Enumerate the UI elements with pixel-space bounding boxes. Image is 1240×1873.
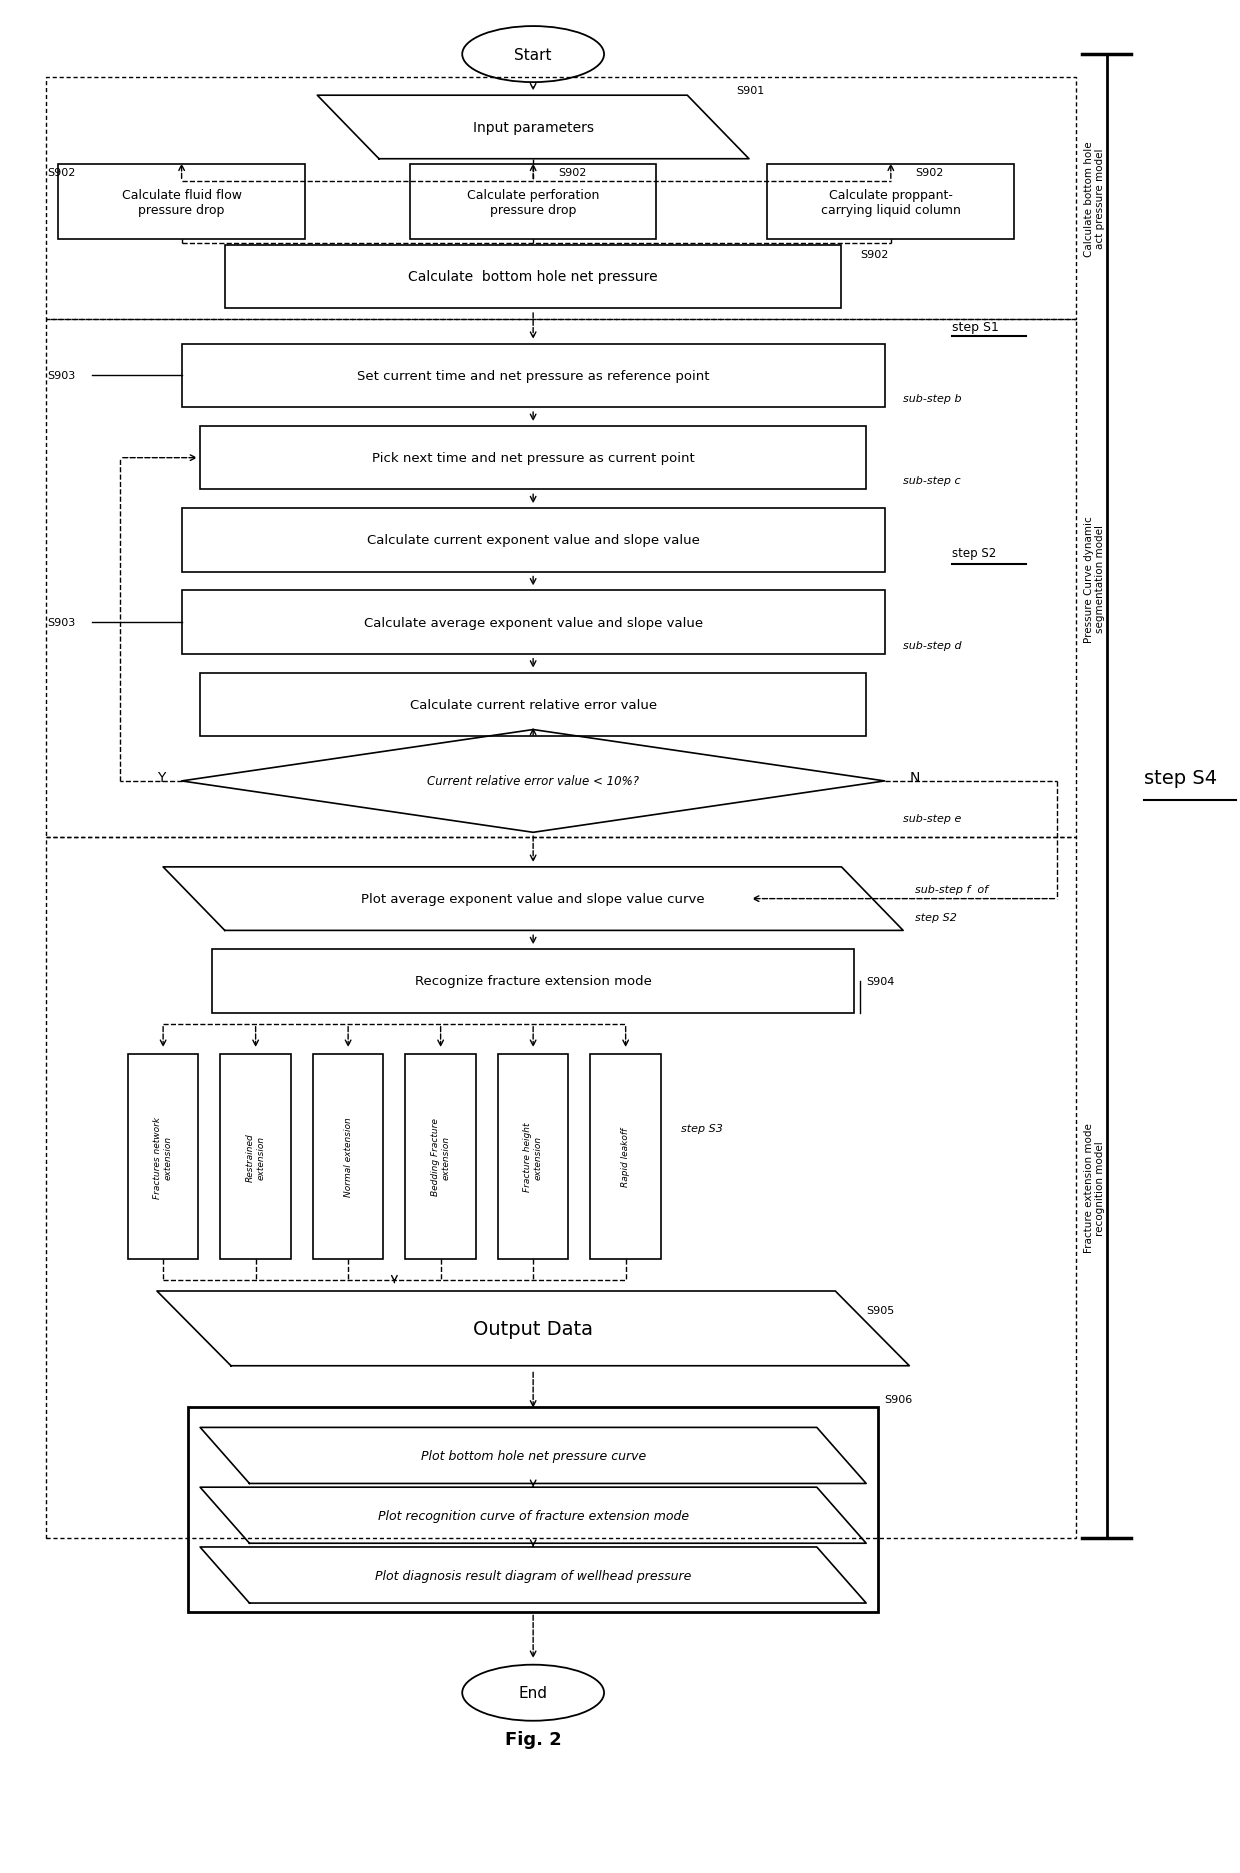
Text: step S4: step S4 bbox=[1143, 768, 1216, 787]
Text: S903: S903 bbox=[47, 618, 76, 627]
Bar bbox=[46, 77, 1076, 320]
Text: step S2: step S2 bbox=[952, 547, 997, 560]
Text: Calculate average exponent value and slope value: Calculate average exponent value and slo… bbox=[363, 616, 703, 629]
Text: S902: S902 bbox=[915, 169, 944, 178]
Bar bbox=[200, 427, 867, 491]
Text: step S1: step S1 bbox=[952, 320, 999, 333]
Text: step S3: step S3 bbox=[681, 1124, 723, 1133]
Text: Fig. 2: Fig. 2 bbox=[505, 1731, 562, 1749]
Bar bbox=[58, 165, 305, 240]
Text: Restrained
extension: Restrained extension bbox=[246, 1133, 265, 1182]
Text: Start: Start bbox=[515, 47, 552, 62]
Text: Output Data: Output Data bbox=[474, 1319, 593, 1337]
Bar bbox=[212, 950, 854, 1013]
Text: Plot bottom hole net pressure curve: Plot bottom hole net pressure curve bbox=[420, 1450, 646, 1463]
Text: S905: S905 bbox=[867, 1305, 894, 1315]
Text: Fracture height
extension: Fracture height extension bbox=[523, 1122, 543, 1191]
Bar bbox=[221, 1054, 290, 1259]
Bar bbox=[181, 592, 884, 654]
Text: S902: S902 bbox=[47, 169, 76, 178]
Text: S902: S902 bbox=[558, 169, 587, 178]
Text: Calculate proppant-
carrying liquid column: Calculate proppant- carrying liquid colu… bbox=[821, 189, 961, 217]
Bar bbox=[46, 837, 1076, 1538]
Text: Calculate  bottom hole net pressure: Calculate bottom hole net pressure bbox=[408, 270, 658, 285]
Text: Fracture extension mode
recognition model: Fracture extension mode recognition mode… bbox=[1084, 1122, 1105, 1253]
Bar bbox=[590, 1054, 661, 1259]
Text: Calculate perforation
pressure drop: Calculate perforation pressure drop bbox=[467, 189, 599, 217]
Text: Plot recognition curve of fracture extension mode: Plot recognition curve of fracture exten… bbox=[377, 1510, 688, 1523]
Text: sub-step f  of: sub-step f of bbox=[915, 884, 988, 895]
Text: N: N bbox=[909, 772, 920, 785]
Bar bbox=[181, 345, 884, 408]
Bar bbox=[409, 165, 656, 240]
Bar bbox=[200, 672, 867, 736]
Text: Calculate current exponent value and slope value: Calculate current exponent value and slo… bbox=[367, 534, 699, 547]
Text: S902: S902 bbox=[861, 249, 888, 260]
Bar bbox=[498, 1054, 568, 1259]
Text: Calculate bottom hole
act pressure model: Calculate bottom hole act pressure model bbox=[1084, 140, 1105, 257]
Text: Plot average exponent value and slope value curve: Plot average exponent value and slope va… bbox=[361, 893, 706, 907]
Text: Bedding Fracture
extension: Bedding Fracture extension bbox=[432, 1118, 450, 1195]
Text: Input parameters: Input parameters bbox=[472, 122, 594, 135]
Text: sub-step d: sub-step d bbox=[903, 641, 962, 650]
Text: Calculate fluid flow
pressure drop: Calculate fluid flow pressure drop bbox=[122, 189, 242, 217]
Bar bbox=[181, 509, 884, 573]
Text: sub-step b: sub-step b bbox=[903, 393, 962, 405]
Text: Y: Y bbox=[157, 772, 165, 785]
Text: Pressure Curve dynamic
segmentation model: Pressure Curve dynamic segmentation mode… bbox=[1084, 515, 1105, 642]
Text: Set current time and net pressure as reference point: Set current time and net pressure as ref… bbox=[357, 369, 709, 382]
Text: sub-step c: sub-step c bbox=[903, 476, 961, 485]
Text: S906: S906 bbox=[884, 1395, 913, 1405]
Text: Plot diagnosis result diagram of wellhead pressure: Plot diagnosis result diagram of wellhea… bbox=[374, 1570, 692, 1581]
Text: Calculate current relative error value: Calculate current relative error value bbox=[409, 699, 657, 712]
Bar bbox=[312, 1054, 383, 1259]
Text: S904: S904 bbox=[867, 976, 894, 987]
Text: Recognize fracture extension mode: Recognize fracture extension mode bbox=[414, 974, 651, 987]
Text: Fractures network
extension: Fractures network extension bbox=[154, 1116, 172, 1199]
Text: Normal extension: Normal extension bbox=[343, 1116, 352, 1197]
Text: sub-step e: sub-step e bbox=[903, 815, 961, 824]
Text: S901: S901 bbox=[737, 86, 765, 96]
Bar bbox=[224, 245, 842, 309]
Bar bbox=[46, 320, 1076, 837]
Bar bbox=[405, 1054, 476, 1259]
Text: Current relative error value < 10%?: Current relative error value < 10%? bbox=[427, 775, 639, 789]
Bar bbox=[768, 165, 1014, 240]
Text: Pick next time and net pressure as current point: Pick next time and net pressure as curre… bbox=[372, 451, 694, 465]
Text: Rapid leakoff: Rapid leakoff bbox=[621, 1128, 630, 1186]
Text: S903: S903 bbox=[47, 371, 76, 382]
Bar bbox=[187, 1407, 878, 1613]
Bar bbox=[128, 1054, 198, 1259]
Text: End: End bbox=[518, 1686, 548, 1701]
Text: step S2: step S2 bbox=[915, 912, 957, 923]
